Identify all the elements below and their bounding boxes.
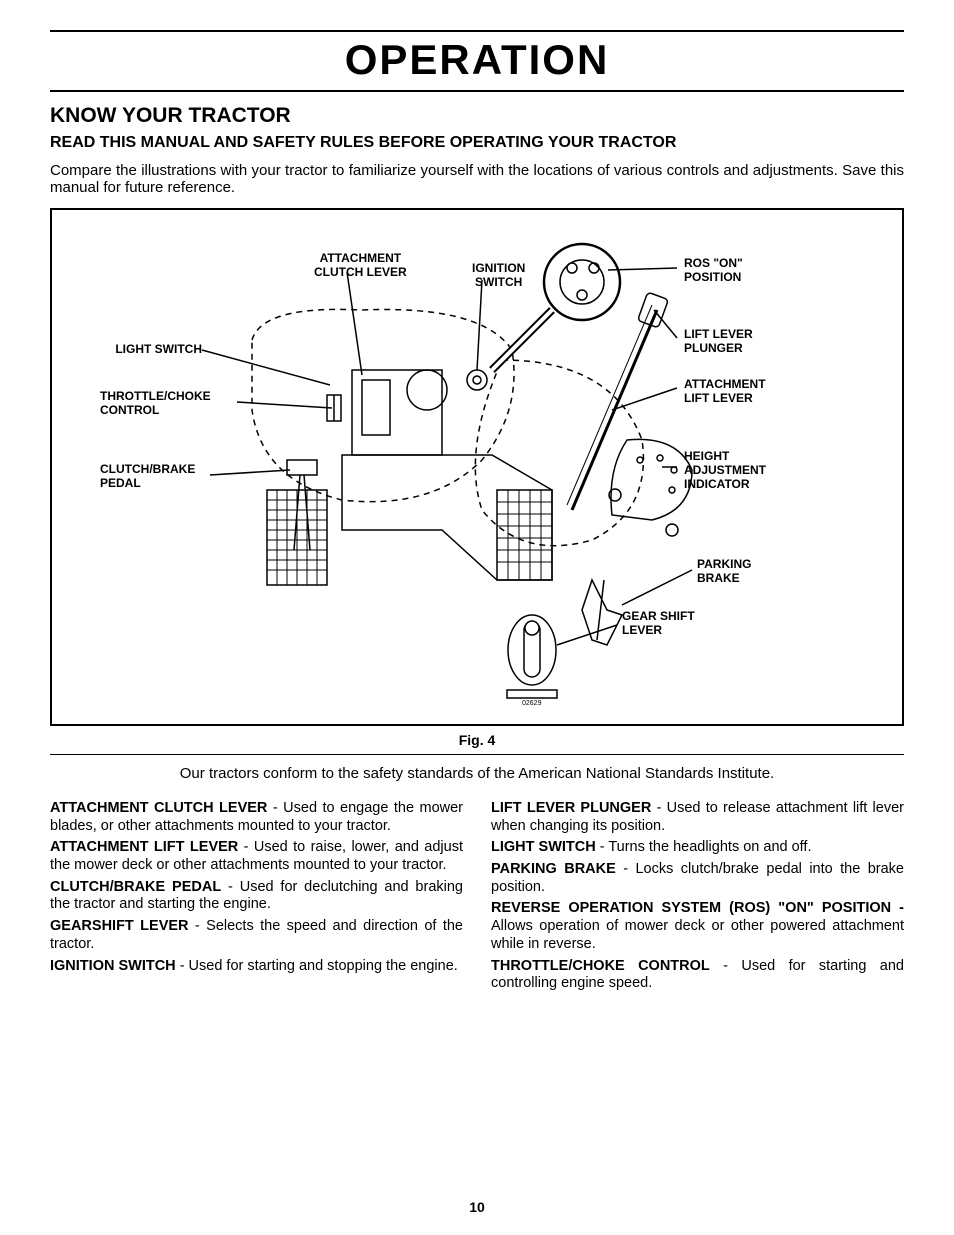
- label-line: ATTACHMENT: [684, 377, 766, 391]
- page-number: 10: [0, 1199, 954, 1215]
- definition-item: PARKING BRAKE - Locks clutch/brake pedal…: [491, 861, 904, 896]
- label-gear-shift-lever: GEAR SHIFT LEVER: [622, 610, 695, 638]
- label-line: LIFT LEVER: [684, 327, 753, 341]
- label-line: GEAR SHIFT: [622, 609, 695, 623]
- label-ignition-switch: IGNITION SWITCH: [472, 262, 525, 290]
- definition-desc: - Used for starting and stopping the eng…: [176, 958, 458, 974]
- label-throttle-choke: THROTTLE/CHOKE CONTROL: [100, 390, 211, 418]
- label-line: CLUTCH/BRAKE: [100, 462, 195, 476]
- label-line: PLUNGER: [684, 341, 743, 355]
- label-light-switch: LIGHT SWITCH: [102, 343, 202, 357]
- label-line: THROTTLE/CHOKE: [100, 389, 211, 403]
- label-line: PEDAL: [100, 476, 141, 490]
- intro-text: Compare the illustrations with your trac…: [50, 162, 904, 196]
- label-line: CONTROL: [100, 403, 159, 417]
- label-line: BRAKE: [697, 571, 740, 585]
- top-rule: [50, 30, 904, 32]
- figure-box: 02629 ATTACHMENT CLUTCH LEVER IGNITION S…: [50, 208, 904, 726]
- label-line: CLUTCH LEVER: [314, 265, 407, 279]
- label-line: HEIGHT: [684, 449, 729, 463]
- definition-item: LIGHT SWITCH - Turns the headlights on a…: [491, 839, 904, 857]
- label-line: LEVER: [622, 623, 662, 637]
- label-line: LIFT LEVER: [684, 391, 753, 405]
- page-title: OPERATION: [50, 36, 904, 84]
- definition-item: ATTACHMENT CLUTCH LEVER - Used to engage…: [50, 800, 463, 835]
- definition-term: ATTACHMENT LIFT LEVER: [50, 839, 238, 855]
- definition-term: ATTACHMENT CLUTCH LEVER: [50, 800, 267, 816]
- definition-term: CLUTCH/BRAKE PEDAL: [50, 879, 221, 895]
- definition-term: LIFT LEVER PLUNGER: [491, 800, 651, 816]
- definition-item: THROTTLE/CHOKE CONTROL - Used for starti…: [491, 958, 904, 993]
- label-line: LIGHT SWITCH: [115, 342, 202, 356]
- label-line: INDICATOR: [684, 477, 750, 491]
- definitions-left: ATTACHMENT CLUTCH LEVER - Used to engage…: [50, 800, 463, 997]
- section-title: KNOW YOUR TRACTOR: [50, 104, 904, 128]
- definition-desc: Allows operation of mower deck or other …: [491, 918, 904, 952]
- caption-rule: [50, 754, 904, 755]
- definition-term: LIGHT SWITCH: [491, 839, 596, 855]
- label-line: POSITION: [684, 270, 741, 284]
- definitions-right: LIFT LEVER PLUNGER - Used to release att…: [491, 800, 904, 997]
- definition-desc: - Turns the headlights on and off.: [596, 839, 812, 855]
- conformance-text: Our tractors conform to the safety stand…: [50, 765, 904, 782]
- label-line: IGNITION: [472, 261, 525, 275]
- label-attachment-lift-lever: ATTACHMENT LIFT LEVER: [684, 378, 766, 406]
- label-line: SWITCH: [475, 275, 522, 289]
- definitions-columns: ATTACHMENT CLUTCH LEVER - Used to engage…: [50, 800, 904, 997]
- label-lift-lever-plunger: LIFT LEVER PLUNGER: [684, 328, 753, 356]
- label-parking-brake: PARKING BRAKE: [697, 558, 751, 586]
- label-line: PARKING: [697, 557, 751, 571]
- figure-caption: Fig. 4: [50, 732, 904, 748]
- definition-term: GEARSHIFT LEVER: [50, 918, 189, 934]
- label-line: ROS "ON": [684, 256, 743, 270]
- definition-item: LIFT LEVER PLUNGER - Used to release att…: [491, 800, 904, 835]
- definition-term: THROTTLE/CHOKE CONTROL: [491, 958, 710, 974]
- definition-term: PARKING BRAKE: [491, 861, 616, 877]
- definition-item: IGNITION SWITCH - Used for starting and …: [50, 958, 463, 976]
- definition-item: CLUTCH/BRAKE PEDAL - Used for declutchin…: [50, 879, 463, 914]
- label-clutch-brake-pedal: CLUTCH/BRAKE PEDAL: [100, 463, 195, 491]
- label-height-adjustment: HEIGHT ADJUSTMENT INDICATOR: [684, 450, 766, 491]
- definition-item: GEARSHIFT LEVER - Selects the speed and …: [50, 918, 463, 953]
- definition-term: IGNITION SWITCH: [50, 958, 176, 974]
- definition-term: REVERSE OPERATION SYSTEM (ROS) "ON" POSI…: [491, 900, 904, 916]
- definition-item: ATTACHMENT LIFT LEVER - Used to raise, l…: [50, 839, 463, 874]
- definition-item: REVERSE OPERATION SYSTEM (ROS) "ON" POSI…: [491, 900, 904, 953]
- label-attachment-clutch-lever: ATTACHMENT CLUTCH LEVER: [314, 252, 407, 280]
- label-line: ADJUSTMENT: [684, 463, 766, 477]
- sub-title: READ THIS MANUAL AND SAFETY RULES BEFORE…: [50, 134, 904, 152]
- label-ros-on: ROS "ON" POSITION: [684, 257, 743, 285]
- title-rule: [50, 90, 904, 92]
- label-line: ATTACHMENT: [320, 251, 402, 265]
- svg-text:02629: 02629: [522, 700, 542, 707]
